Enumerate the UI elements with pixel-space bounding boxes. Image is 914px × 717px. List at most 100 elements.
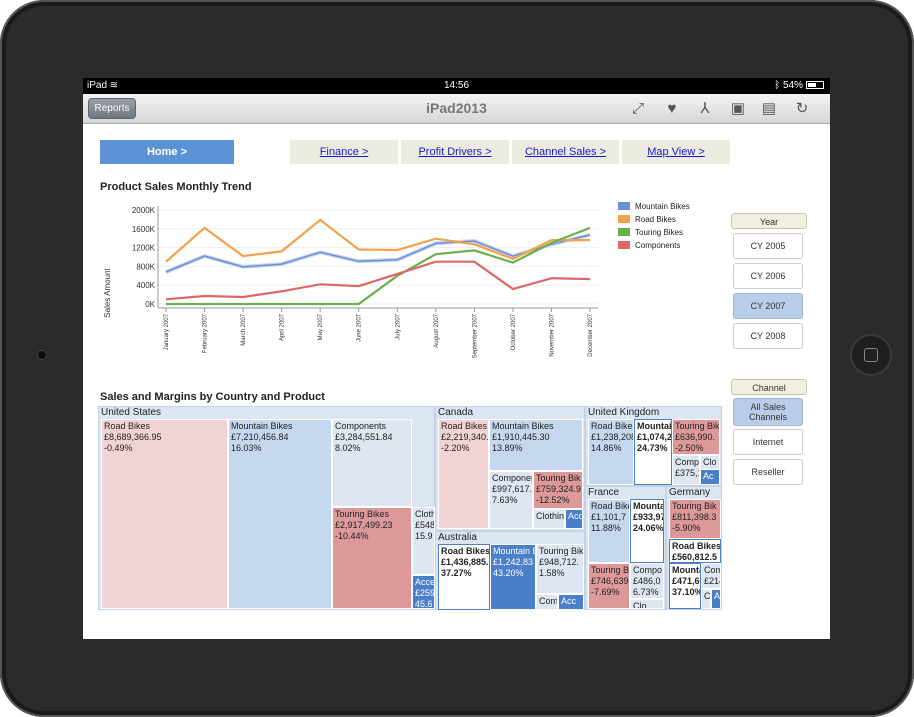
treemap-cell-sales: £3,284,551.84 <box>335 432 393 442</box>
sales-trend-chart: 2000K 1600K 1200K 800K 400K 0K January 2007 Fe… <box>103 202 690 358</box>
treemap-cell-margin: 45.6 <box>415 599 433 609</box>
treemap-cell[interactable]: Road Bike £1,101,7 11.88% <box>588 499 630 563</box>
save-icon[interactable]: ▣ <box>730 100 746 117</box>
channel-option-internet[interactable]: Internet <box>733 429 803 455</box>
treemap-cell[interactable]: Road Bikes £8,689,366.95 -0.49% <box>101 419 228 609</box>
channel-option-all[interactable]: All Sales Channels <box>733 398 803 426</box>
treemap-cell-margin: -2.50% <box>675 443 704 453</box>
treemap-cell[interactable]: Road Bikes £1,238,208 14.86% <box>588 419 634 485</box>
treemap-cell[interactable]: Componen £997,617.4 7.63% <box>489 471 533 529</box>
treemap-cell[interactable]: Touring Bik £948,712. 1.58% <box>536 544 584 594</box>
treemap-cell[interactable]: Compo £486,0 6.73% <box>630 563 664 599</box>
treemap-country-canada[interactable]: Canada Road Bikes £2,219,340. -2.20% Mountai… <box>435 406 585 531</box>
year-option-2006[interactable]: CY 2006 <box>733 263 803 289</box>
fullscreen-icon[interactable]: ⤢ <box>631 100 644 117</box>
treemap-cell-product: Clothin <box>536 511 565 521</box>
tab-channel-sales[interactable]: Channel Sales > <box>512 140 619 164</box>
treemap-cell-product: Touring Bik <box>672 501 717 511</box>
treemap-cell-margin: 6.73% <box>633 587 659 597</box>
treemap-cell-margin: 14.86% <box>591 443 622 453</box>
treemap-cell[interactable]: Cloth £548 15.9 <box>412 507 435 575</box>
treemap-cell[interactable]: Mountain B £1,242,83 43.20% <box>490 544 536 610</box>
treemap-cell-sales: £759,324.9 <box>536 484 582 494</box>
treemap-cell[interactable]: Com£214 <box>701 563 721 589</box>
treemap-cell-margin: -5.90% <box>672 523 701 533</box>
treemap-cell-margin: 37.10% <box>672 587 701 597</box>
treemap-cell[interactable]: Mounta £471,6 37.10% <box>669 563 701 609</box>
treemap-cell-product: Road Bikes <box>672 541 721 551</box>
treemap-cell[interactable]: Mountain Bikes £7,210,456.84 16.03% <box>228 419 332 609</box>
treemap-cell[interactable]: C <box>701 589 711 609</box>
treemap-cell[interactable]: Ac <box>711 589 721 609</box>
treemap-cell[interactable]: Road Bikes £2,219,340. -2.20% <box>438 419 489 529</box>
treemap-cell-margin: 13.89% <box>492 443 523 453</box>
year-filter-header: Year <box>731 213 807 229</box>
treemap-cell[interactable]: Road Bikes £1,436,885. 37.27% <box>438 544 490 610</box>
treemap-cell-margin: 37.27% <box>441 568 472 578</box>
treemap-cell[interactable]: Acc <box>558 594 584 610</box>
treemap-country-germany[interactable]: Germany Touring Bik £811,398.3 -5.90% Road B… <box>666 486 722 610</box>
channel-filter-header: Channel <box>731 379 807 395</box>
status-device: iPad ≋ <box>87 80 119 91</box>
treemap-cell-sales: £1,101,7 <box>591 512 627 522</box>
treemap-country-label: Canada <box>438 407 474 418</box>
year-option-2005[interactable]: CY 2005 <box>733 233 803 259</box>
treemap-cell-margin: 16.03% <box>231 443 262 453</box>
treemap-cell-margin: 24.06% <box>633 523 664 533</box>
treemap-cell-sales: £7,210,456.84 <box>231 432 289 442</box>
home-button[interactable] <box>850 334 892 376</box>
pdf-icon[interactable]: ⅄ <box>700 100 710 117</box>
x-tick-label: March 2007 <box>241 313 247 345</box>
refresh-icon[interactable]: ↻ <box>795 100 809 117</box>
treemap-cell[interactable]: Ac <box>700 469 720 485</box>
treemap-cell-margin: -0.49% <box>104 443 133 453</box>
tab-profit-drivers[interactable]: Profit Drivers > <box>401 140 509 164</box>
x-tick-label: December 2007 <box>588 313 594 356</box>
treemap-country-label: United Kingdom <box>588 407 660 418</box>
year-option-2008[interactable]: CY 2008 <box>733 323 803 349</box>
treemap-cell-margin: 43.20% <box>493 568 524 578</box>
treemap-cell[interactable]: Clothin <box>533 509 565 529</box>
treemap-cell[interactable]: Components £3,284,551.84 8.02% <box>332 419 412 507</box>
treemap-cell[interactable]: Clo <box>630 599 664 609</box>
tab-map-view[interactable]: Map View > <box>622 140 730 164</box>
x-tick-label: February 2007 <box>203 313 209 353</box>
treemap-cell[interactable]: Compo <box>536 594 558 610</box>
tab-finance[interactable]: Finance > <box>290 140 398 164</box>
favorite-icon[interactable]: ♥ <box>667 100 677 117</box>
home-square-icon <box>864 348 878 362</box>
tab-home[interactable]: Home > <box>100 140 234 164</box>
status-bar: iPad ≋ 14:56 ᛒ 54% <box>83 78 830 94</box>
treemap-cell[interactable]: Touring Bikes £2,917,499.23 -10.44% <box>332 507 412 609</box>
treemap-cell-product: Clo <box>703 457 717 467</box>
reports-button[interactable]: Reports <box>88 98 136 119</box>
treemap-cell-sales: £1,238,208 <box>591 432 634 442</box>
channel-option-reseller[interactable]: Reseller <box>733 459 803 485</box>
treemap-country-label: France <box>588 487 620 498</box>
status-right: ᛒ 54% <box>774 80 824 91</box>
treemap-cell[interactable]: Acc <box>565 509 583 529</box>
treemap-cell[interactable]: Touring Bi £746,639 -7.69% <box>588 563 630 609</box>
treemap-country-united-kingdom[interactable]: United Kingdom Road Bikes £1,238,208 14.86%… <box>585 406 722 486</box>
treemap-cell-sales: £2,219,340. <box>441 432 489 442</box>
treemap-cell[interactable]: Mountain Bikes £1,910,445.30 13.89% <box>489 419 583 471</box>
treemap-cell[interactable]: Touring Bik £759,324.9 -12.52% <box>533 471 583 509</box>
y-tick-label: 1600K <box>132 225 156 234</box>
treemap-cell-product: Touring Bikes <box>335 509 390 519</box>
treemap-cell-sales: £8,689,366.95 <box>104 432 162 442</box>
document-icon[interactable]: ▤ <box>761 100 777 117</box>
treemap-country-australia[interactable]: Australia Road Bikes £1,436,885. 37.27% Moun… <box>435 531 585 610</box>
battery-icon <box>806 81 824 89</box>
treemap-cell[interactable]: Touring Bik £636,990. -2.50% <box>672 419 720 455</box>
treemap-country-united-states[interactable]: United States Road Bikes £8,689,366.95 -0.4… <box>98 406 435 610</box>
year-option-2007[interactable]: CY 2007 <box>733 293 803 319</box>
treemap-cell[interactable]: Compo£375,1 <box>672 455 700 485</box>
treemap-cell[interactable]: Mountain£1,074,224.73% <box>634 419 672 485</box>
treemap-cell[interactable]: Road Bikes £560,812.5 <box>669 539 721 563</box>
treemap-cell[interactable]: Touring Bik £811,398.3 -5.90% <box>669 499 721 539</box>
treemap-cell-product: Acc <box>561 596 577 606</box>
legend-label: Mountain Bikes <box>635 202 690 211</box>
